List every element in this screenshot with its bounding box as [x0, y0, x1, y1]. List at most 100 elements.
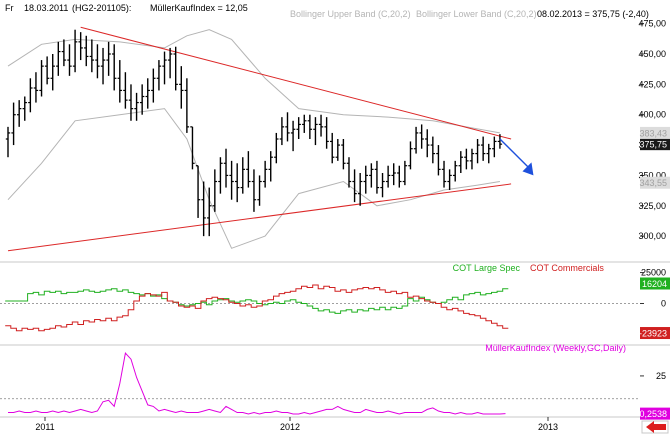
cot-marker-label: -23923 — [639, 329, 667, 339]
ohlc-bar — [123, 72, 128, 109]
header-indicator-readout: MüllerKaufIndex = 12,05 — [150, 3, 248, 13]
cot-commercials-line — [5, 284, 509, 332]
ohlc-bar — [167, 47, 173, 79]
x-axis-tick-label: 2011 — [35, 422, 54, 432]
ohlc-bar — [341, 139, 346, 170]
ohlc-bar — [257, 175, 262, 206]
ohlc-bar — [207, 187, 212, 237]
ohlc-bar — [11, 102, 16, 146]
legend-cot-large-spec: COT Large Spec — [453, 263, 521, 273]
ohlc-bar — [61, 39, 67, 67]
ohlc-bar — [195, 165, 201, 218]
legend-lower-band: Bollinger Lower Band (C,20,2) — [416, 9, 537, 19]
ohlc-bar — [201, 181, 206, 237]
price-axis-tick-label: 300,00 — [638, 231, 666, 241]
header-date: 18.03.2011 — [24, 3, 68, 13]
ohlc-bar — [89, 39, 95, 73]
trendline-lower — [7, 183, 512, 252]
ohlc-bar — [67, 44, 72, 76]
ohlc-bar — [324, 117, 329, 149]
cot-marker-label: 16204 — [642, 279, 667, 289]
ohlc-bar — [335, 139, 341, 161]
ohlc-bar — [223, 148, 229, 188]
ohlc-bar — [480, 136, 486, 161]
ohlc-bar — [39, 60, 44, 97]
ohlc-bar — [162, 51, 167, 85]
ohlc-bar — [5, 126, 11, 158]
legend-upper-band: Bollinger Upper Band (C,20,2) — [290, 9, 411, 19]
ohlc-bar — [106, 41, 111, 76]
ohlc-bar — [22, 96, 27, 121]
ohlc-bar — [458, 151, 463, 173]
ohlc-bar — [447, 169, 452, 190]
ohlc-bar — [156, 60, 162, 91]
legend-cot-commercials: COT Commercials — [530, 263, 604, 273]
cot-axis-tick-label: 0 — [661, 299, 666, 309]
price-marker-box — [640, 126, 670, 139]
ohlc-bar — [330, 132, 335, 164]
projection-arrow-shaft — [499, 138, 530, 169]
ohlc-bar — [151, 68, 156, 103]
x-axis-tick-label: 2012 — [280, 422, 300, 432]
kaufindex-axis-tick-label: 25 — [656, 371, 666, 381]
ohlc-bar — [419, 124, 424, 149]
ohlc-bar — [402, 160, 408, 186]
ohlc-bar — [430, 136, 436, 164]
price-marker-label: 343,55 — [639, 178, 667, 188]
ohlc-bar — [318, 114, 324, 137]
ohlc-bar — [268, 151, 273, 182]
cot-marker-box — [640, 327, 670, 340]
projection-arrow-head — [522, 162, 534, 176]
ohlc-bar — [357, 173, 363, 206]
ohlc-bar — [72, 29, 78, 73]
ohlc-bar — [212, 169, 218, 212]
x-axis: 2011 2012 2013 — [35, 417, 558, 432]
ohlc-bar — [313, 117, 318, 146]
price-axis-tick-label: 325,00 — [638, 201, 666, 211]
ohlc-bar — [453, 160, 458, 182]
price-axis-tick-label: 425,00 — [638, 79, 666, 89]
ohlc-bar — [274, 132, 279, 164]
ohlc-bar — [408, 141, 413, 170]
cot-panel: COT Large Spec COT Commercials 25000 0 16204… — [0, 263, 670, 340]
ohlc-bar — [56, 41, 61, 76]
ohlc-bar — [425, 129, 430, 158]
scroll-right-button[interactable] — [641, 420, 669, 434]
ohlc-bar — [380, 173, 385, 198]
price-marker-box — [640, 176, 670, 189]
price-axis-tick-label: 475,00 — [638, 19, 666, 29]
ohlc-bar — [302, 114, 307, 133]
ohlc-bar — [307, 114, 313, 139]
arrow-left-icon — [646, 421, 666, 433]
ohlc-bar — [497, 134, 503, 149]
upper-bollinger-band — [7, 29, 500, 134]
ohlc-bar — [139, 84, 145, 115]
ohlc-bar — [397, 165, 402, 188]
price-panel: 300,00325,00350,00375,00400,00425,00450,… — [5, 19, 670, 252]
ohlc-bar — [385, 165, 391, 188]
ohlc-bar — [50, 54, 55, 91]
ohlc-bar — [100, 47, 106, 85]
ohlc-bar — [229, 160, 234, 200]
ohlc-bar — [279, 117, 285, 146]
ohlc-bar — [441, 160, 447, 188]
kaufindex-line — [8, 352, 506, 415]
ohlc-bar — [296, 117, 301, 139]
x-axis-tick-label: 2013 — [538, 422, 558, 432]
ohlc-bar — [346, 157, 352, 188]
ohlc-bar — [179, 66, 184, 109]
ohlc-bar — [112, 44, 117, 91]
ohlc-bar — [28, 78, 33, 113]
cot-axis-tick-label: 25000 — [641, 268, 666, 278]
ohlc-bar — [492, 136, 497, 158]
ohlc-bar — [184, 78, 190, 133]
legend-kaufindex: MüllerKaufIndex (Weekly,GC,Daily) — [485, 343, 626, 353]
ohlc-bar — [285, 112, 290, 142]
price-axis-tick-label: 400,00 — [638, 110, 666, 120]
kaufindex-marker-box — [640, 407, 670, 420]
ohlc-bar — [246, 151, 251, 188]
ohlc-bar — [251, 169, 257, 212]
ohlc-bar — [117, 60, 122, 103]
